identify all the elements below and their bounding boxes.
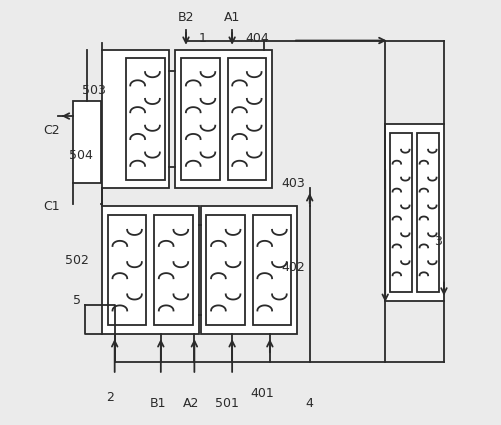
Text: C1: C1 [44, 200, 60, 212]
Text: C2: C2 [44, 124, 60, 137]
Bar [206, 215, 244, 325]
Text: 501: 501 [215, 397, 238, 410]
Text: 403: 403 [281, 177, 304, 190]
Text: 504: 504 [69, 149, 93, 162]
Bar [200, 206, 297, 334]
Text: A2: A2 [183, 397, 199, 410]
Text: 503: 503 [82, 84, 105, 97]
Bar [175, 50, 272, 188]
Bar [102, 50, 169, 188]
Text: B2: B2 [177, 11, 194, 24]
Bar [181, 58, 219, 180]
Text: 4: 4 [304, 397, 312, 410]
Bar [389, 133, 411, 292]
Text: 502: 502 [65, 254, 89, 267]
Text: 3: 3 [433, 235, 441, 248]
Text: A1: A1 [223, 11, 240, 24]
Text: 402: 402 [281, 261, 304, 274]
Bar [416, 133, 438, 292]
Text: 401: 401 [250, 387, 274, 400]
Bar [125, 58, 164, 180]
Text: B1: B1 [149, 397, 166, 410]
Bar [253, 215, 291, 325]
Text: 1: 1 [198, 32, 206, 45]
Text: 5: 5 [73, 294, 81, 307]
Bar [108, 215, 146, 325]
Bar [384, 125, 443, 300]
Bar [227, 58, 266, 180]
Bar [154, 215, 192, 325]
Bar [73, 101, 101, 183]
Bar [102, 206, 198, 334]
Text: 2: 2 [106, 391, 114, 404]
Text: 404: 404 [245, 32, 269, 45]
